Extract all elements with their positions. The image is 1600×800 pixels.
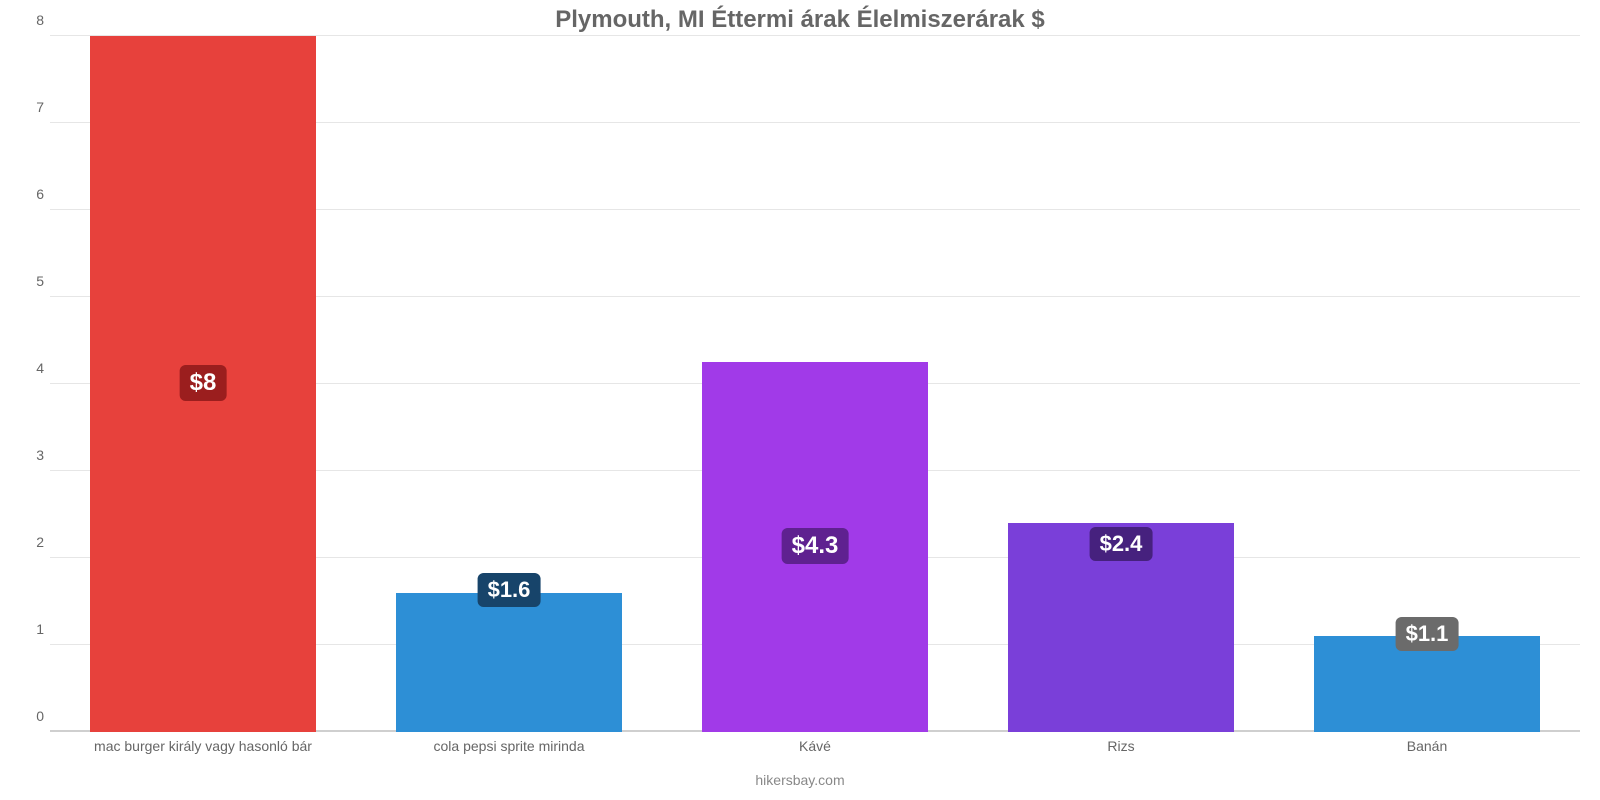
chart-title: Plymouth, MI Éttermi árak Élelmiszerárak… (0, 6, 1600, 34)
y-tick-label: 4 (20, 360, 44, 376)
x-axis-labels: mac burger király vagy hasonló bár cola p… (50, 738, 1580, 760)
y-tick-label: 7 (20, 99, 44, 115)
y-tick-label: 8 (20, 12, 44, 28)
chart-caption: hikersbay.com (0, 772, 1600, 788)
value-badge: $2.4 (1090, 527, 1153, 561)
y-tick-label: 0 (20, 708, 44, 724)
value-badge: $1.6 (478, 573, 541, 607)
plot-area: 012345678$8$1.6$4.3$2.4$1.1 (50, 36, 1580, 732)
y-tick-label: 3 (20, 447, 44, 463)
x-axis-label: Kávé (799, 738, 831, 754)
x-axis-label: mac burger király vagy hasonló bár (94, 738, 312, 754)
x-axis-label: cola pepsi sprite mirinda (434, 738, 585, 754)
y-tick-label: 5 (20, 273, 44, 289)
bar (396, 593, 622, 732)
chart-container: Plymouth, MI Éttermi árak Élelmiszerárak… (0, 0, 1600, 800)
y-tick-label: 1 (20, 621, 44, 637)
x-axis-label: Rizs (1107, 738, 1134, 754)
y-tick-label: 6 (20, 186, 44, 202)
value-badge: $8 (180, 365, 227, 401)
value-badge: $1.1 (1396, 617, 1459, 651)
value-badge: $4.3 (782, 528, 849, 564)
y-tick-label: 2 (20, 534, 44, 550)
x-axis-label: Banán (1407, 738, 1447, 754)
